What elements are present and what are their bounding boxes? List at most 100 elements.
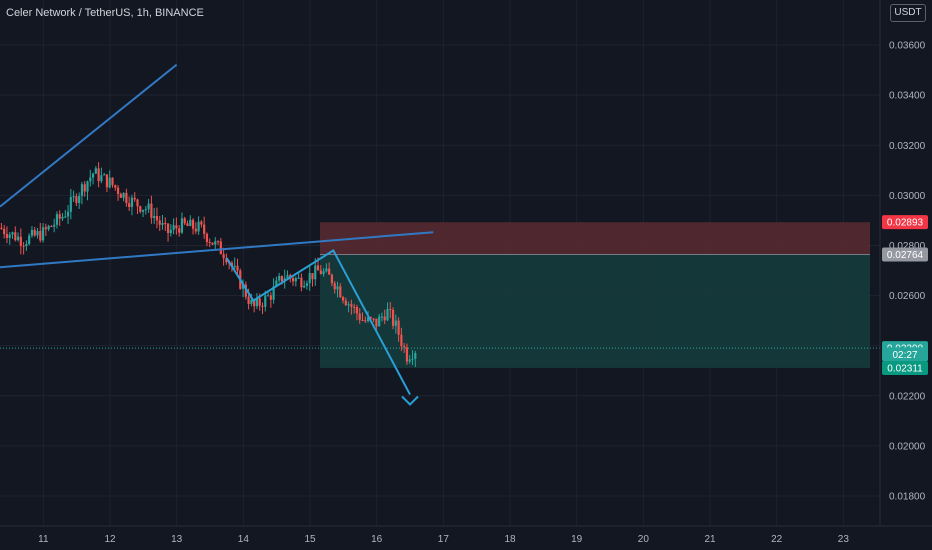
candle-up: [147, 203, 150, 210]
time-tick-label: 14: [238, 534, 250, 545]
candle-up: [286, 275, 289, 279]
candle-down: [39, 231, 42, 241]
candle-down: [361, 319, 364, 321]
candle-down: [319, 270, 322, 274]
candle-up: [47, 226, 50, 230]
candle-down: [405, 347, 409, 362]
candle-down: [139, 206, 142, 212]
candle-down: [3, 228, 6, 235]
candle-up: [233, 265, 236, 267]
price-tick-label: 0.03000: [889, 191, 926, 202]
take-profit-zone[interactable]: [320, 254, 870, 368]
candle-down: [216, 241, 220, 243]
candle-up: [8, 234, 11, 238]
candle-down: [358, 313, 361, 320]
candle-up: [408, 359, 411, 362]
candle-down: [258, 298, 261, 306]
candle-down: [203, 224, 206, 234]
candle-up: [189, 219, 192, 226]
candle-up: [305, 283, 309, 286]
price-tag: [882, 347, 928, 362]
candle-down: [166, 223, 170, 234]
candle-down: [200, 221, 203, 225]
candle-up: [250, 299, 253, 304]
currency-button[interactable]: USDT: [890, 4, 926, 22]
candle-down: [208, 241, 211, 243]
candle-down: [33, 229, 36, 236]
drawing-layer[interactable]: [0, 63, 880, 406]
time-tick-label: 15: [304, 534, 316, 545]
candle-up: [378, 316, 381, 327]
time-tick-label: 21: [704, 534, 716, 545]
candle-up: [264, 295, 267, 307]
candle-up: [197, 221, 200, 232]
candle-up: [386, 309, 389, 321]
candle-down: [194, 228, 197, 232]
time-tick-label: 16: [371, 534, 383, 545]
candle-up: [322, 271, 325, 274]
candle-up: [36, 231, 39, 236]
candle-up: [394, 320, 397, 326]
time-tick-label: 23: [838, 534, 850, 545]
candle-down: [355, 307, 359, 314]
candle-down: [350, 304, 353, 307]
candle-down: [225, 258, 228, 263]
candle-down: [253, 299, 256, 307]
price-tick-label: 0.03400: [889, 91, 926, 102]
trend-line-2[interactable]: [0, 231, 434, 269]
trend-line-1[interactable]: [0, 63, 178, 208]
candle-down: [175, 225, 178, 229]
candle-up: [255, 298, 259, 307]
candle-up: [275, 280, 278, 287]
candle-up: [72, 196, 75, 198]
position-zones[interactable]: [320, 222, 870, 368]
candle-down: [19, 236, 22, 246]
candle-down: [400, 334, 403, 347]
candle-up: [89, 177, 92, 182]
candle-down: [244, 284, 247, 297]
price-tag-label: 0.02764: [887, 250, 924, 261]
candle-up: [297, 277, 300, 279]
candle-down: [236, 265, 239, 271]
price-tick-label: 0.02800: [889, 241, 926, 252]
candle-up: [411, 358, 414, 360]
candle-down: [291, 278, 295, 282]
candle-up: [64, 216, 67, 218]
candle-down: [114, 185, 117, 188]
candle-down: [375, 318, 378, 327]
price-tag-label: 0.02893: [887, 218, 924, 229]
candle-down: [328, 268, 331, 275]
stop-loss-zone[interactable]: [320, 222, 870, 255]
candle-up: [141, 209, 145, 212]
candle-down: [230, 262, 234, 267]
candle-up: [103, 174, 106, 176]
candle-up: [61, 216, 64, 219]
candle-up: [69, 197, 72, 212]
candle-up: [108, 177, 111, 188]
time-tick-label: 17: [438, 534, 450, 545]
candle-up: [55, 214, 59, 225]
price-tag: [882, 247, 928, 262]
candle-down: [44, 227, 47, 230]
candle-up: [347, 304, 350, 306]
candle-down: [280, 275, 284, 282]
zigzag-path[interactable]: [225, 249, 411, 395]
price-tag-label: 0.02311: [887, 363, 923, 374]
candle-down: [50, 226, 53, 228]
candle-up: [272, 286, 275, 300]
candle-down: [158, 220, 161, 225]
candle-up: [161, 222, 164, 225]
price-axis[interactable]: 0.018000.020000.022000.024000.026000.028…: [879, 0, 926, 526]
candle-down: [58, 214, 61, 219]
price-tick-label: 0.03200: [889, 141, 926, 152]
candle-down: [22, 245, 25, 247]
candle-down: [125, 192, 128, 204]
candle-up: [169, 229, 172, 234]
candle-up: [214, 241, 217, 245]
time-axis[interactable]: 11 12 13 14 15 16 17 18 19 20 21 22 23: [0, 525, 932, 545]
candle-up: [80, 184, 84, 196]
candle-down: [97, 168, 100, 182]
price-tick-label: 0.01800: [889, 491, 926, 502]
